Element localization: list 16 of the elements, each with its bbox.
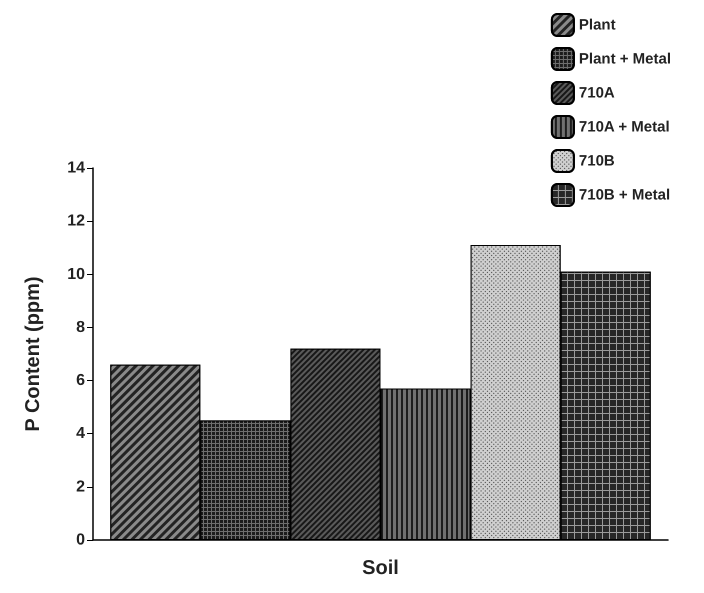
- legend-label: 710A: [578, 84, 615, 102]
- y-tick-label: 4: [76, 425, 86, 442]
- y-tick-label: 8: [76, 318, 86, 336]
- y-axis-title: P Content (ppm): [22, 276, 44, 432]
- legend-label: Plant: [578, 16, 616, 34]
- legend-label: 710A + Metal: [578, 118, 670, 136]
- y-tick-label: 2: [76, 478, 86, 496]
- y-tick-label: 10: [67, 266, 86, 283]
- y-tick-label: 14: [67, 160, 86, 176]
- y-tick-label: 6: [76, 372, 86, 390]
- legend-label: 710B: [578, 152, 615, 170]
- legend-label: Plant + Metal: [578, 50, 671, 68]
- y-tick-label: 0: [76, 532, 86, 548]
- x-axis-title: Soil: [362, 557, 399, 579]
- y-tick-label: 12: [67, 212, 86, 230]
- legend-label: 710B + Metal: [578, 186, 670, 204]
